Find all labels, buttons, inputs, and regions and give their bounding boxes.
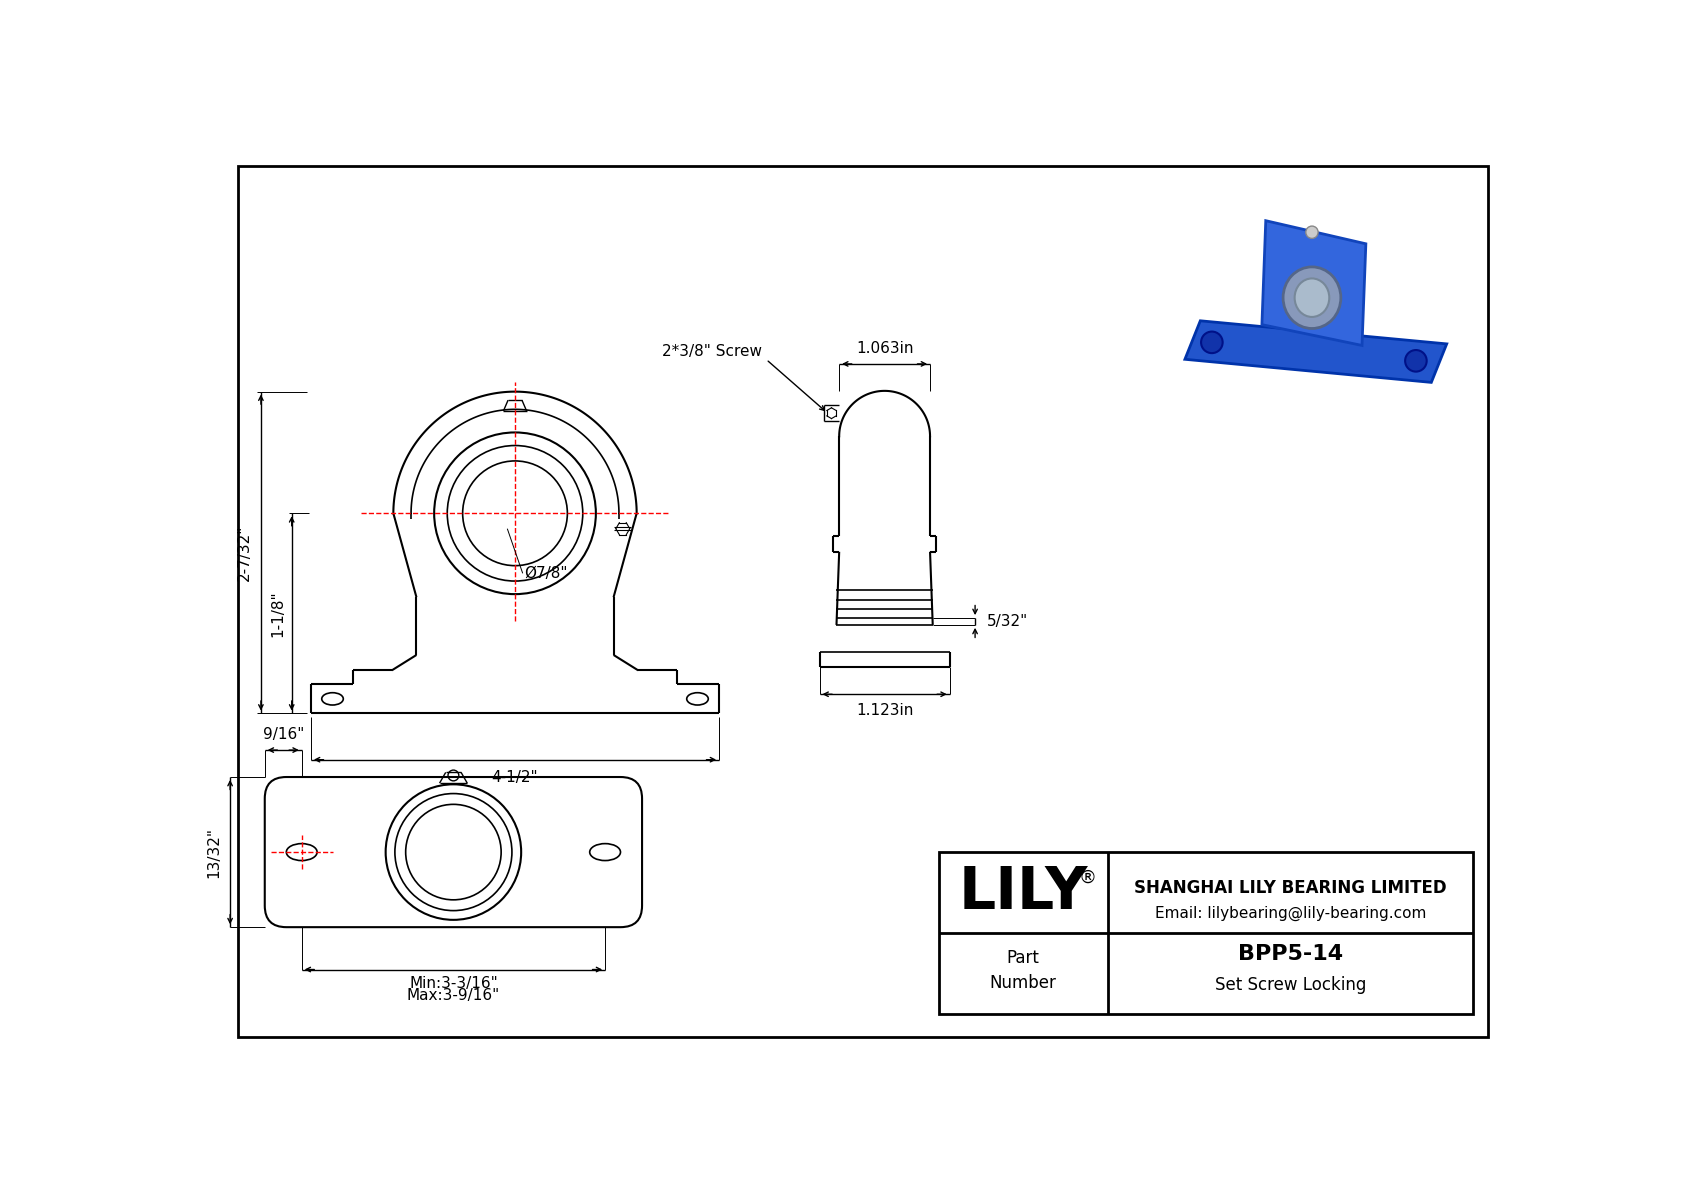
Text: Min:3-3/16": Min:3-3/16" — [409, 975, 498, 991]
Text: 1-1/8": 1-1/8" — [271, 590, 286, 637]
Text: 1.063in: 1.063in — [855, 341, 913, 356]
Text: Ø7/8": Ø7/8" — [524, 566, 568, 581]
Circle shape — [1305, 226, 1319, 238]
Text: ®: ® — [1079, 869, 1096, 887]
Text: BPP5-14: BPP5-14 — [1238, 944, 1342, 964]
Text: 2-7/32": 2-7/32" — [237, 524, 251, 581]
Text: 5/32": 5/32" — [987, 615, 1027, 629]
Text: 13/32": 13/32" — [205, 827, 221, 878]
Text: 9/16": 9/16" — [263, 728, 303, 742]
Text: SHANGHAI LILY BEARING LIMITED: SHANGHAI LILY BEARING LIMITED — [1133, 879, 1447, 897]
Ellipse shape — [1295, 279, 1329, 317]
Text: 4-1/2": 4-1/2" — [492, 771, 539, 786]
Text: Max:3-9/16": Max:3-9/16" — [408, 989, 500, 1003]
Ellipse shape — [1283, 267, 1340, 329]
Text: Part
Number: Part Number — [990, 948, 1056, 992]
Text: 1.123in: 1.123in — [855, 704, 913, 718]
Polygon shape — [1261, 220, 1366, 345]
Bar — [938, 852, 1474, 1014]
Text: Email: lilybearing@lily-bearing.com: Email: lilybearing@lily-bearing.com — [1155, 906, 1426, 921]
Polygon shape — [1186, 320, 1447, 382]
Text: Set Screw Locking: Set Screw Locking — [1214, 975, 1366, 993]
Circle shape — [1404, 350, 1426, 372]
Text: 2*3/8" Screw: 2*3/8" Screw — [662, 344, 763, 360]
Circle shape — [1201, 331, 1223, 353]
Text: LILY: LILY — [958, 863, 1088, 921]
